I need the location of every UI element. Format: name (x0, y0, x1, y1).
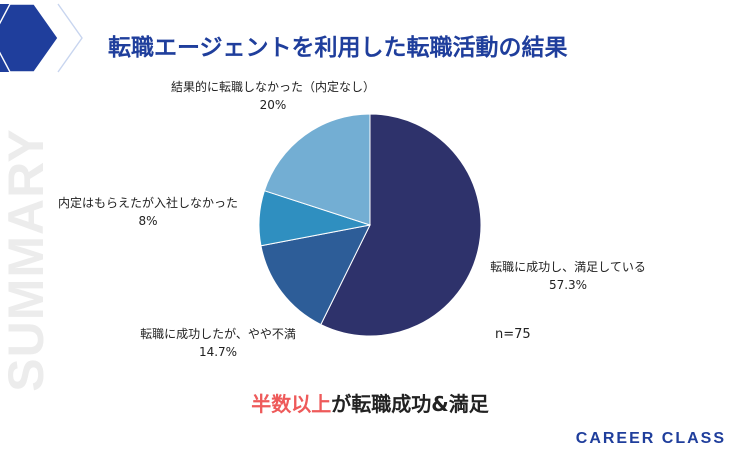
slice-value-label: 8% (138, 214, 158, 228)
slice-label-offer-declined: 内定はもらえたが入社しなかった 8% (48, 194, 248, 230)
slice-label-success-dissatisfied: 転職に成功したが、やや不満 14.7% (118, 325, 318, 361)
brand-logo-text: CAREER CLASS (575, 430, 726, 447)
slice-label-text: 内定はもらえたが入社しなかった (57, 196, 238, 210)
slide-title: 転職エージェントを利用した転職活動の結果 (108, 35, 568, 61)
pie-slice-0 (320, 113, 482, 337)
summary-statement: 半数以上が転職成功&満足 (0, 388, 740, 417)
corner-hexagon-decoration (0, 3, 83, 73)
pie-slice-1 (260, 224, 371, 326)
slice-label-text: 転職に成功したが、やや不満 (140, 327, 296, 341)
pie-slice-3 (263, 113, 371, 226)
slice-label-success-satisfied: 転職に成功し、満足している 57.3% (473, 258, 663, 294)
slice-value-label: 57.3% (548, 278, 588, 292)
slice-value-label: 20% (259, 98, 287, 112)
slice-label-no-change: 結果的に転職しなかった（内定なし） 20% (148, 78, 398, 114)
sample-size-label: n=75 (495, 327, 531, 342)
summary-rest: が転職成功&満足 (331, 392, 489, 416)
slice-label-text: 転職に成功し、満足している (490, 260, 646, 274)
slice-value-label: 14.7% (198, 345, 238, 359)
slice-label-text: 結果的に転職しなかった（内定なし） (170, 80, 375, 94)
summary-highlight: 半数以上 (251, 392, 332, 416)
